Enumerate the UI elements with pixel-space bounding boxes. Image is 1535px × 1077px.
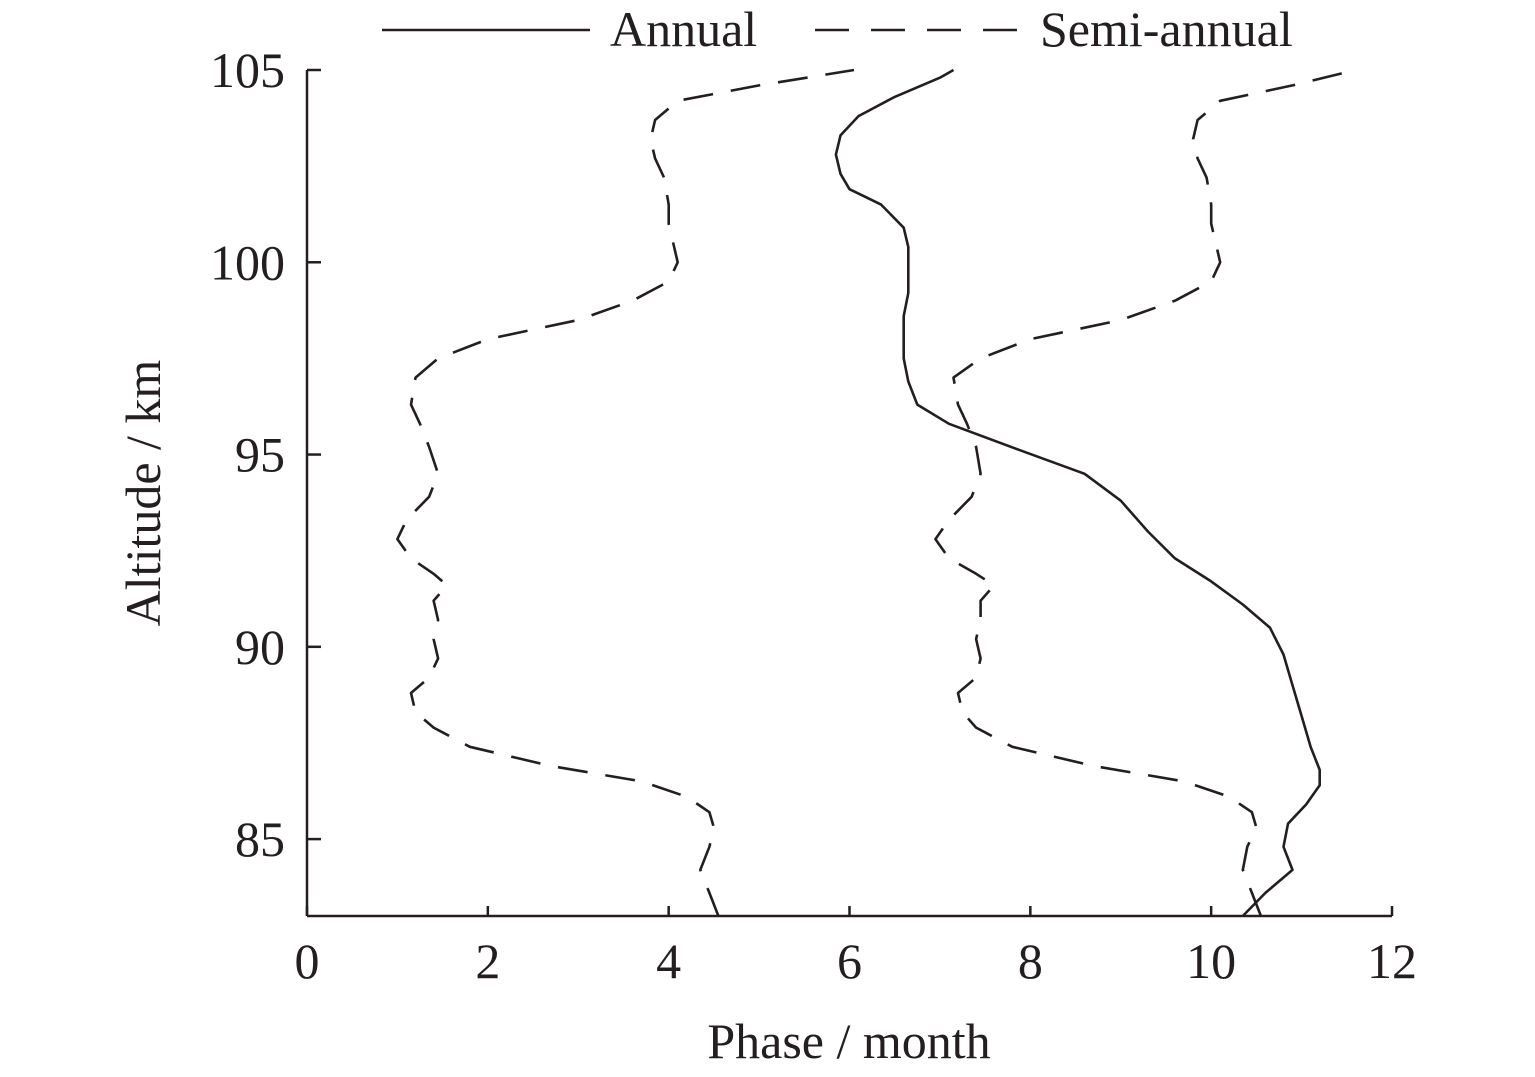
annual-line bbox=[834, 68, 1321, 917]
legend-label-semi-annual: Semi-annual bbox=[1040, 1, 1293, 57]
legend-label-annual: Annual bbox=[610, 1, 757, 57]
y-tick-label: 90 bbox=[235, 619, 285, 675]
legend: Annual Semi-annual bbox=[382, 1, 1293, 57]
semi-annual-line-1 bbox=[396, 68, 855, 917]
y-tick-label: 85 bbox=[235, 811, 285, 867]
axes bbox=[305, 70, 1392, 918]
y-tick-label: 95 bbox=[235, 427, 285, 483]
y-tick-label: 105 bbox=[210, 42, 285, 98]
y-tick-label: 100 bbox=[210, 234, 285, 290]
y-axis-ticks: 85 90 95 100 105 bbox=[210, 42, 321, 867]
x-tick-label: 12 bbox=[1367, 933, 1417, 989]
x-tick-label: 0 bbox=[295, 933, 320, 989]
x-axis-ticks: 0 2 4 6 8 10 12 bbox=[295, 906, 1417, 989]
x-tick-label: 10 bbox=[1186, 933, 1236, 989]
x-tick-label: 6 bbox=[837, 933, 862, 989]
x-tick-label: 4 bbox=[656, 933, 681, 989]
semi-annual-line-2 bbox=[934, 68, 1357, 917]
series-group bbox=[396, 68, 1357, 917]
x-tick-label: 8 bbox=[1018, 933, 1043, 989]
y-axis-label: Altitude / km bbox=[115, 360, 171, 627]
x-axis-label: Phase / month bbox=[707, 1013, 990, 1069]
x-tick-label: 2 bbox=[475, 933, 500, 989]
